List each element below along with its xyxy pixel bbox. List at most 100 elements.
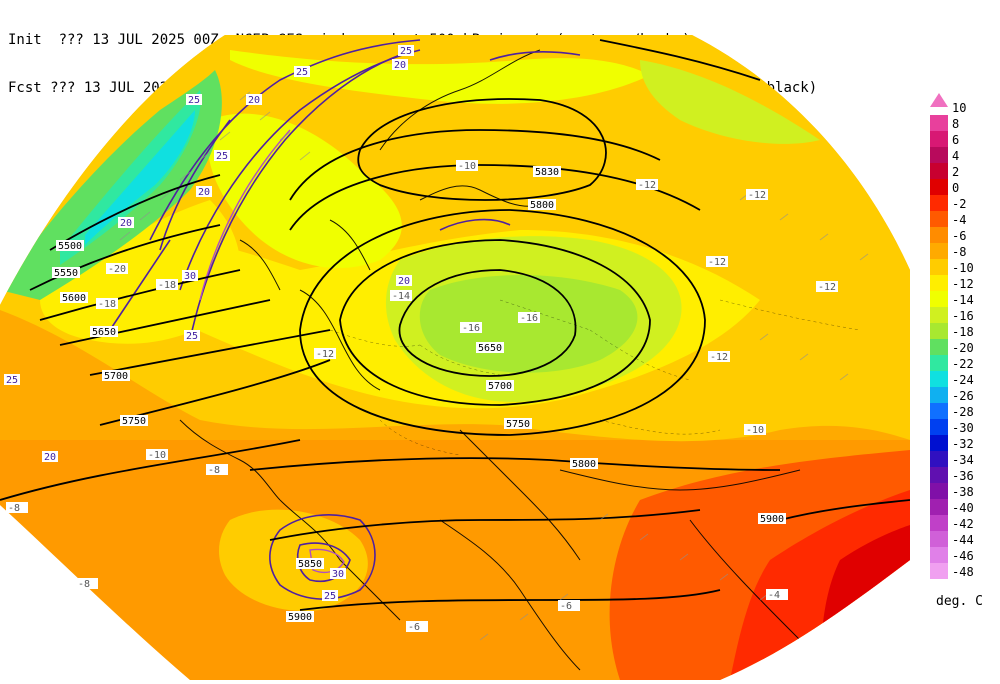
temp-label-text: -10: [458, 161, 476, 172]
legend-row: -38: [930, 483, 1000, 499]
legend-row: -12: [930, 275, 1000, 291]
legend-row: -6: [930, 227, 1000, 243]
wind-label-text: 25: [296, 67, 308, 78]
legend-swatch: [930, 499, 948, 515]
temp-label-10: -10: [744, 424, 766, 436]
legend-row: -32: [930, 435, 1000, 451]
wind-label-text: 25: [216, 151, 228, 162]
height-label-text: 5600: [62, 293, 86, 304]
legend-row: -22: [930, 355, 1000, 371]
height-label-13: 5750: [504, 418, 532, 430]
legend-row: 0: [930, 179, 1000, 195]
wind-label-15: 25: [322, 590, 338, 602]
temp-label-13: -8: [76, 578, 98, 590]
wind-label-text: 20: [198, 187, 210, 198]
temp-label-text: -8: [8, 503, 20, 514]
wind-speed-contours: [109, 39, 581, 600]
legend-swatch: [930, 131, 948, 147]
legend-label: 6: [952, 133, 960, 147]
legend-swatch: [930, 147, 948, 163]
legend-swatch: [930, 323, 948, 339]
temp-label-text: -16: [462, 323, 480, 334]
wind-label-4: 20: [246, 94, 262, 106]
legend-row: -24: [930, 371, 1000, 387]
legend-row: -4: [930, 211, 1000, 227]
temp-label-20: -12: [636, 179, 658, 191]
temp-label-text: -4: [768, 590, 780, 601]
height-label-text: 5550: [54, 268, 78, 279]
height-label-text: 5650: [92, 327, 116, 338]
temp-label-18: -20: [106, 263, 128, 275]
temp-label-text: -10: [746, 425, 764, 436]
legend-row: -48: [930, 563, 1000, 579]
height-label-12: 5700: [486, 380, 514, 392]
temp-label-11: -8: [206, 464, 228, 476]
wind-label-text: 25: [6, 375, 18, 386]
legend-swatch: [930, 163, 948, 179]
legend-row: -46: [930, 547, 1000, 563]
height-label-text: 5800: [572, 459, 596, 470]
legend-label: -30: [952, 421, 974, 435]
legend-row: -26: [930, 387, 1000, 403]
temp-label-text: -18: [158, 280, 176, 291]
legend-row: -42: [930, 515, 1000, 531]
legend-swatch: [930, 563, 948, 579]
height-label-10: 5850: [296, 558, 324, 570]
legend-swatch: [930, 355, 948, 371]
height-label-text: 5900: [288, 612, 312, 623]
height-label-8: 5830: [533, 166, 561, 178]
height-label-text: 5750: [122, 416, 146, 427]
legend-swatch: [930, 435, 948, 451]
height-label-text: 5830: [535, 167, 559, 178]
legend-row: -40: [930, 499, 1000, 515]
temp-label-text: -10: [148, 450, 166, 461]
height-label-text: 5700: [104, 371, 128, 382]
wind-label-14: 30: [330, 568, 346, 580]
legend-swatch: [930, 371, 948, 387]
height-label-7: 5800: [528, 199, 556, 211]
temp-label-text: -16: [520, 313, 538, 324]
temp-label-text: -12: [818, 282, 836, 293]
legend-label: -48: [952, 565, 974, 579]
wind-label-text: 20: [248, 95, 260, 106]
legend-label: -18: [952, 325, 974, 339]
wind-label-text: 25: [324, 591, 336, 602]
legend-row: -44: [930, 531, 1000, 547]
temp-label-text: -6: [408, 622, 420, 633]
wind-label-text: 25: [400, 46, 412, 57]
legend-swatch: [930, 451, 948, 467]
legend-swatch: [930, 275, 948, 291]
legend-arrow-icon: [930, 93, 948, 107]
legend-label: -44: [952, 533, 974, 547]
legend-row: 4: [930, 147, 1000, 163]
wind-label-5: 25: [186, 94, 202, 106]
temp-label-7: -12: [708, 351, 730, 363]
legend-label: -8: [952, 245, 967, 259]
temp-label-12: -8: [6, 502, 28, 514]
legend-row: -18: [930, 323, 1000, 339]
height-label-15: 5900: [286, 611, 314, 623]
height-label-text: 5750: [506, 419, 530, 430]
height-label-text: 5500: [58, 241, 82, 252]
legend-label: -10: [952, 261, 974, 275]
wind-label-text: 20: [398, 276, 410, 287]
legend-row: -8: [930, 243, 1000, 259]
wind-label-text: 20: [394, 60, 406, 71]
wind-label-text: 25: [186, 331, 198, 342]
legend-label: -42: [952, 517, 974, 531]
legend-label: -32: [952, 437, 974, 451]
legend-swatch: [930, 483, 948, 499]
legend-swatch: [930, 195, 948, 211]
legend-row: 8: [930, 115, 1000, 131]
legend-row: -30: [930, 419, 1000, 435]
legend-label: -2: [952, 197, 967, 211]
temp-label-5: -12: [706, 256, 728, 268]
geopotential-height-contours: [0, 39, 910, 611]
temp-label-6: -12: [816, 281, 838, 293]
legend-label: 10: [952, 101, 967, 115]
height-label-text: 5900: [760, 514, 784, 525]
temp-label-1: -16: [460, 322, 482, 334]
legend-label: -16: [952, 309, 974, 323]
legend-row: -2: [930, 195, 1000, 211]
legend-label: -4: [952, 213, 967, 227]
